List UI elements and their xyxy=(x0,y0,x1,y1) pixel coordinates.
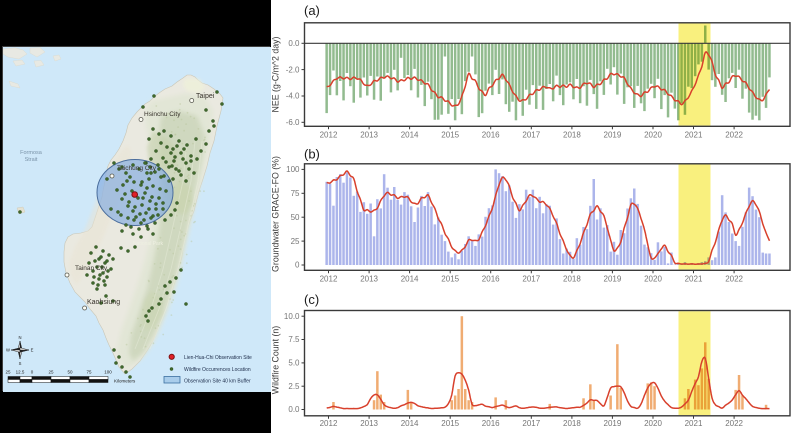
svg-text:2020: 2020 xyxy=(644,130,662,139)
svg-text:2020: 2020 xyxy=(644,274,662,283)
svg-text:E: E xyxy=(31,348,34,353)
svg-text:2017: 2017 xyxy=(522,130,540,139)
svg-text:Formosa: Formosa xyxy=(20,150,43,156)
svg-text:2015: 2015 xyxy=(441,130,459,139)
svg-text:2014: 2014 xyxy=(401,419,419,428)
svg-text:25: 25 xyxy=(291,237,300,246)
svg-text:Hsinchu City: Hsinchu City xyxy=(144,111,181,118)
svg-text:-2.0: -2.0 xyxy=(286,65,300,74)
svg-text:Taipei: Taipei xyxy=(196,93,215,100)
svg-text:2016: 2016 xyxy=(482,274,500,283)
svg-text:-6.0: -6.0 xyxy=(286,118,300,127)
svg-text:10.0: 10.0 xyxy=(284,312,300,321)
svg-text:Wildfire Occurrences Location: Wildfire Occurrences Location xyxy=(184,367,251,373)
svg-text:2019: 2019 xyxy=(604,130,622,139)
svg-text:2022: 2022 xyxy=(725,130,743,139)
svg-text:-4.0: -4.0 xyxy=(286,92,300,101)
svg-text:75: 75 xyxy=(86,370,92,375)
svg-text:0.0: 0.0 xyxy=(288,405,300,414)
svg-text:2013: 2013 xyxy=(360,130,378,139)
svg-text:2022: 2022 xyxy=(725,274,743,283)
svg-text:Tainan City: Tainan City xyxy=(75,265,108,272)
svg-text:2015: 2015 xyxy=(441,419,459,428)
svg-text:2.5: 2.5 xyxy=(288,382,300,391)
svg-text:N: N xyxy=(18,335,21,340)
svg-text:2014: 2014 xyxy=(401,274,419,283)
svg-text:2012: 2012 xyxy=(320,419,338,428)
svg-text:25: 25 xyxy=(5,370,11,375)
svg-text:75: 75 xyxy=(291,189,300,198)
svg-text:25: 25 xyxy=(48,370,54,375)
svg-text:2013: 2013 xyxy=(360,274,378,283)
svg-text:Kaohsiung: Kaohsiung xyxy=(87,299,120,306)
svg-text:Taichung City: Taichung City xyxy=(117,165,157,172)
svg-text:50: 50 xyxy=(67,370,73,375)
svg-text:2014: 2014 xyxy=(401,130,419,139)
svg-text:2018: 2018 xyxy=(563,274,581,283)
svg-text:2020: 2020 xyxy=(644,419,662,428)
svg-text:2019: 2019 xyxy=(604,274,622,283)
svg-text:2021: 2021 xyxy=(685,130,703,139)
svg-text:National Park: National Park xyxy=(133,241,164,247)
svg-text:2022: 2022 xyxy=(725,419,743,428)
svg-text:0.0: 0.0 xyxy=(288,39,300,48)
svg-text:100: 100 xyxy=(104,370,112,375)
svg-text:100: 100 xyxy=(286,165,300,174)
svg-text:2012: 2012 xyxy=(320,274,338,283)
svg-text:Wildfire Count (n): Wildfire Count (n) xyxy=(271,326,281,395)
svg-text:2017: 2017 xyxy=(522,274,540,283)
svg-text:2018: 2018 xyxy=(563,419,581,428)
svg-text:2021: 2021 xyxy=(685,419,703,428)
svg-text:2013: 2013 xyxy=(360,419,378,428)
svg-text:2017: 2017 xyxy=(522,419,540,428)
svg-text:2018: 2018 xyxy=(563,130,581,139)
svg-text:W: W xyxy=(6,348,10,353)
svg-text:2021: 2021 xyxy=(685,274,703,283)
svg-text:2016: 2016 xyxy=(482,130,500,139)
svg-text:0: 0 xyxy=(31,370,34,375)
svg-text:(b): (b) xyxy=(304,147,320,162)
svg-text:7.5: 7.5 xyxy=(288,335,300,344)
svg-text:Strait: Strait xyxy=(25,157,38,163)
svg-text:Groundwater GRACE-FO (%): Groundwater GRACE-FO (%) xyxy=(271,156,281,272)
svg-text:S: S xyxy=(19,361,22,366)
svg-text:Observation Site 40 km Buffer: Observation Site 40 km Buffer xyxy=(184,379,251,385)
svg-text:Kilometers: Kilometers xyxy=(114,379,136,384)
svg-text:Lien-Hua-Chi Observation Site: Lien-Hua-Chi Observation Site xyxy=(184,355,252,361)
svg-text:(c): (c) xyxy=(304,292,319,307)
svg-text:50: 50 xyxy=(291,213,300,222)
svg-text:NEE (g-C/m^2 day): NEE (g-C/m^2 day) xyxy=(271,36,281,112)
svg-text:2016: 2016 xyxy=(482,419,500,428)
svg-text:(a): (a) xyxy=(304,3,320,18)
svg-text:12.5: 12.5 xyxy=(16,370,25,375)
svg-text:2015: 2015 xyxy=(441,274,459,283)
svg-text:0: 0 xyxy=(295,261,300,270)
svg-text:5.0: 5.0 xyxy=(288,359,300,368)
svg-text:2019: 2019 xyxy=(604,419,622,428)
svg-text:2012: 2012 xyxy=(320,130,338,139)
